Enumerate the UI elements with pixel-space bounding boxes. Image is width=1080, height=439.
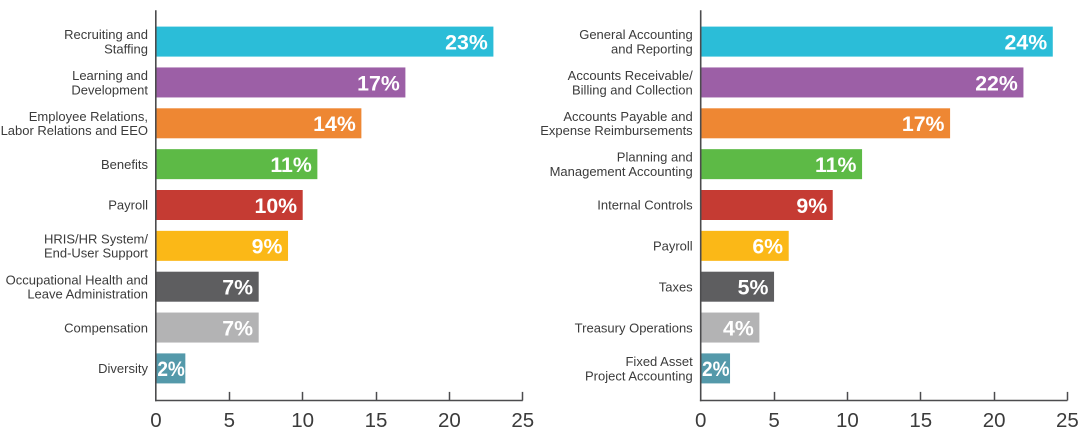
svg-text:6%: 6% bbox=[752, 235, 783, 259]
svg-text:Payroll: Payroll bbox=[653, 239, 693, 254]
svg-text:Benefits: Benefits bbox=[101, 157, 148, 172]
svg-text:Internal Controls: Internal Controls bbox=[597, 198, 693, 213]
svg-text:22%: 22% bbox=[975, 71, 1018, 95]
svg-text:10: 10 bbox=[291, 409, 314, 432]
svg-text:10%: 10% bbox=[254, 194, 297, 218]
svg-text:11%: 11% bbox=[815, 153, 857, 177]
svg-text:7%: 7% bbox=[222, 276, 253, 300]
svg-text:2%: 2% bbox=[157, 357, 185, 381]
svg-text:5: 5 bbox=[224, 409, 235, 432]
svg-text:0: 0 bbox=[695, 409, 706, 432]
svg-text:14%: 14% bbox=[313, 112, 356, 136]
svg-text:7%: 7% bbox=[222, 316, 253, 340]
svg-text:23%: 23% bbox=[445, 30, 488, 54]
svg-text:15: 15 bbox=[909, 409, 932, 432]
svg-text:Taxes: Taxes bbox=[659, 279, 693, 294]
svg-text:HRIS/HR System/End-User Suppor: HRIS/HR System/End-User Support bbox=[44, 231, 148, 260]
svg-text:4%: 4% bbox=[723, 316, 754, 340]
svg-text:17%: 17% bbox=[902, 112, 945, 136]
svg-text:25: 25 bbox=[511, 409, 534, 432]
svg-text:Payroll: Payroll bbox=[108, 198, 148, 213]
svg-text:15: 15 bbox=[365, 409, 388, 432]
svg-text:9%: 9% bbox=[796, 194, 827, 218]
svg-text:0: 0 bbox=[150, 409, 161, 432]
svg-text:17%: 17% bbox=[357, 71, 400, 95]
svg-text:20: 20 bbox=[438, 409, 461, 432]
svg-text:5: 5 bbox=[768, 409, 779, 432]
svg-text:5%: 5% bbox=[738, 276, 769, 300]
svg-text:11%: 11% bbox=[270, 153, 312, 177]
svg-text:9%: 9% bbox=[252, 235, 283, 259]
svg-text:24%: 24% bbox=[1005, 30, 1048, 54]
svg-text:2%: 2% bbox=[702, 357, 730, 381]
svg-text:Treasury Operations: Treasury Operations bbox=[575, 320, 694, 335]
svg-text:Compensation: Compensation bbox=[64, 320, 148, 335]
svg-text:Diversity: Diversity bbox=[98, 361, 148, 376]
svg-text:25: 25 bbox=[1056, 409, 1079, 432]
svg-text:20: 20 bbox=[983, 409, 1006, 432]
svg-text:Accounts Receivable/Billing an: Accounts Receivable/Billing and Collecti… bbox=[568, 68, 693, 97]
svg-text:Employee Relations,Labor Relat: Employee Relations, Labor Relations and E… bbox=[1, 109, 148, 138]
svg-text:10: 10 bbox=[836, 409, 859, 432]
